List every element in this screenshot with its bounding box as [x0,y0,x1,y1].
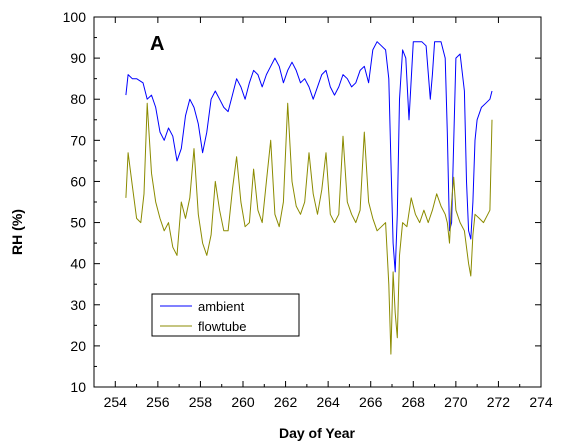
x-axis-title: Day of Year [279,425,356,441]
axes: 254 256 258 260 262 264 266 268 270 272 274 10 20 30 4… [63,9,553,410]
y-tick-label: 100 [63,9,87,25]
y-tick-label: 10 [70,379,86,395]
series-lines [125,41,493,355]
y-tick-label: 30 [70,297,86,313]
y-tick-label: 90 [70,50,86,66]
y-tick-label: 60 [70,173,86,189]
x-tick-label: 256 [146,394,170,410]
x-tick-label: 272 [487,394,511,410]
y-tick-label: 70 [70,132,86,148]
x-tick-label: 274 [529,394,553,410]
x-tick-label: 268 [402,394,426,410]
x-tick-label: 258 [189,394,213,410]
legend-box [151,293,300,337]
y-tick-label: 50 [70,215,86,231]
x-tick-label: 260 [231,394,255,410]
series-line-ambient [125,41,493,273]
y-tick-label: 80 [70,91,86,107]
panel-label: A [150,33,164,55]
y-tick-label: 20 [70,338,86,354]
legend-label-flowtube: flowtube [198,319,246,334]
x-tick-label: 270 [444,394,468,410]
x-tick-label: 264 [316,394,340,410]
x-tick-label: 262 [274,394,298,410]
y-tick-label: 40 [70,256,86,272]
legend: ambient flowtube [151,293,300,337]
x-tick-label: 266 [359,394,383,410]
series-line-flowtube [125,102,493,355]
legend-label-ambient: ambient [198,299,245,314]
x-tick-label: 254 [104,394,128,410]
y-axis-title: RH (%) [9,209,25,255]
